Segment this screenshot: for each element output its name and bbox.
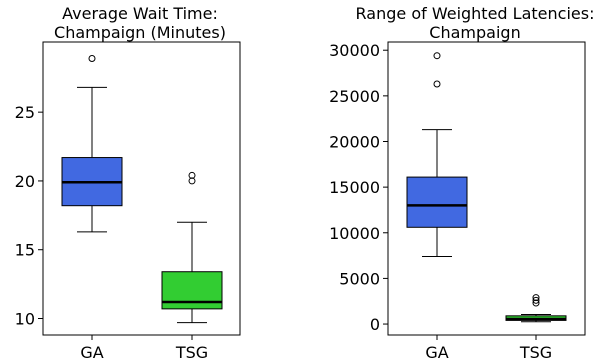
x-tick-label: GA: [425, 343, 448, 360]
chart-title-line: Champaign: [429, 23, 520, 42]
y-tick-label: 15000: [329, 178, 380, 197]
outlier-point: [433, 52, 441, 60]
y-tick-label: 10: [15, 309, 35, 328]
chart-title-line: Champaign (Minutes): [54, 23, 226, 42]
x-tick-label: TSG: [175, 343, 208, 360]
y-tick-label: 20000: [329, 132, 380, 151]
chart-title-line: Range of Weighted Latencies:: [356, 4, 595, 23]
chart-title-line: Average Wait Time:: [62, 4, 218, 23]
x-tick-label: TSG: [519, 343, 552, 360]
box-tsg: [161, 271, 223, 310]
outlier-point: [433, 80, 441, 88]
y-tick-label: 25000: [329, 87, 380, 106]
outlier-point: [188, 171, 196, 179]
outlier-point: [532, 299, 540, 307]
y-tick-label: 25: [15, 103, 35, 122]
y-tick-label: 15: [15, 241, 35, 260]
chart-panel-weighted-latencies: Range of Weighted Latencies: Champaign 0 50…: [329, 4, 594, 360]
outlier-point: [532, 294, 540, 302]
plot-frame: [42, 41, 241, 336]
y-tick-label: 5000: [339, 269, 380, 288]
x-tick-label: GA: [80, 343, 103, 360]
chart-title: Average Wait Time: Champaign (Minutes): [54, 4, 226, 42]
y-tick-label: 30000: [329, 41, 380, 60]
y-tick-label: 10000: [329, 224, 380, 243]
chart-title: Range of Weighted Latencies: Champaign: [356, 4, 595, 42]
plot-frame: [387, 41, 586, 336]
chart-panel-wait-time: Average Wait Time: Champaign (Minutes) 10 1…: [15, 4, 241, 360]
outlier-point: [532, 296, 540, 304]
box-ga: [406, 176, 468, 228]
y-tick-label: 20: [15, 172, 35, 191]
y-tick-label: 0: [370, 315, 380, 334]
outlier-point: [88, 55, 96, 63]
